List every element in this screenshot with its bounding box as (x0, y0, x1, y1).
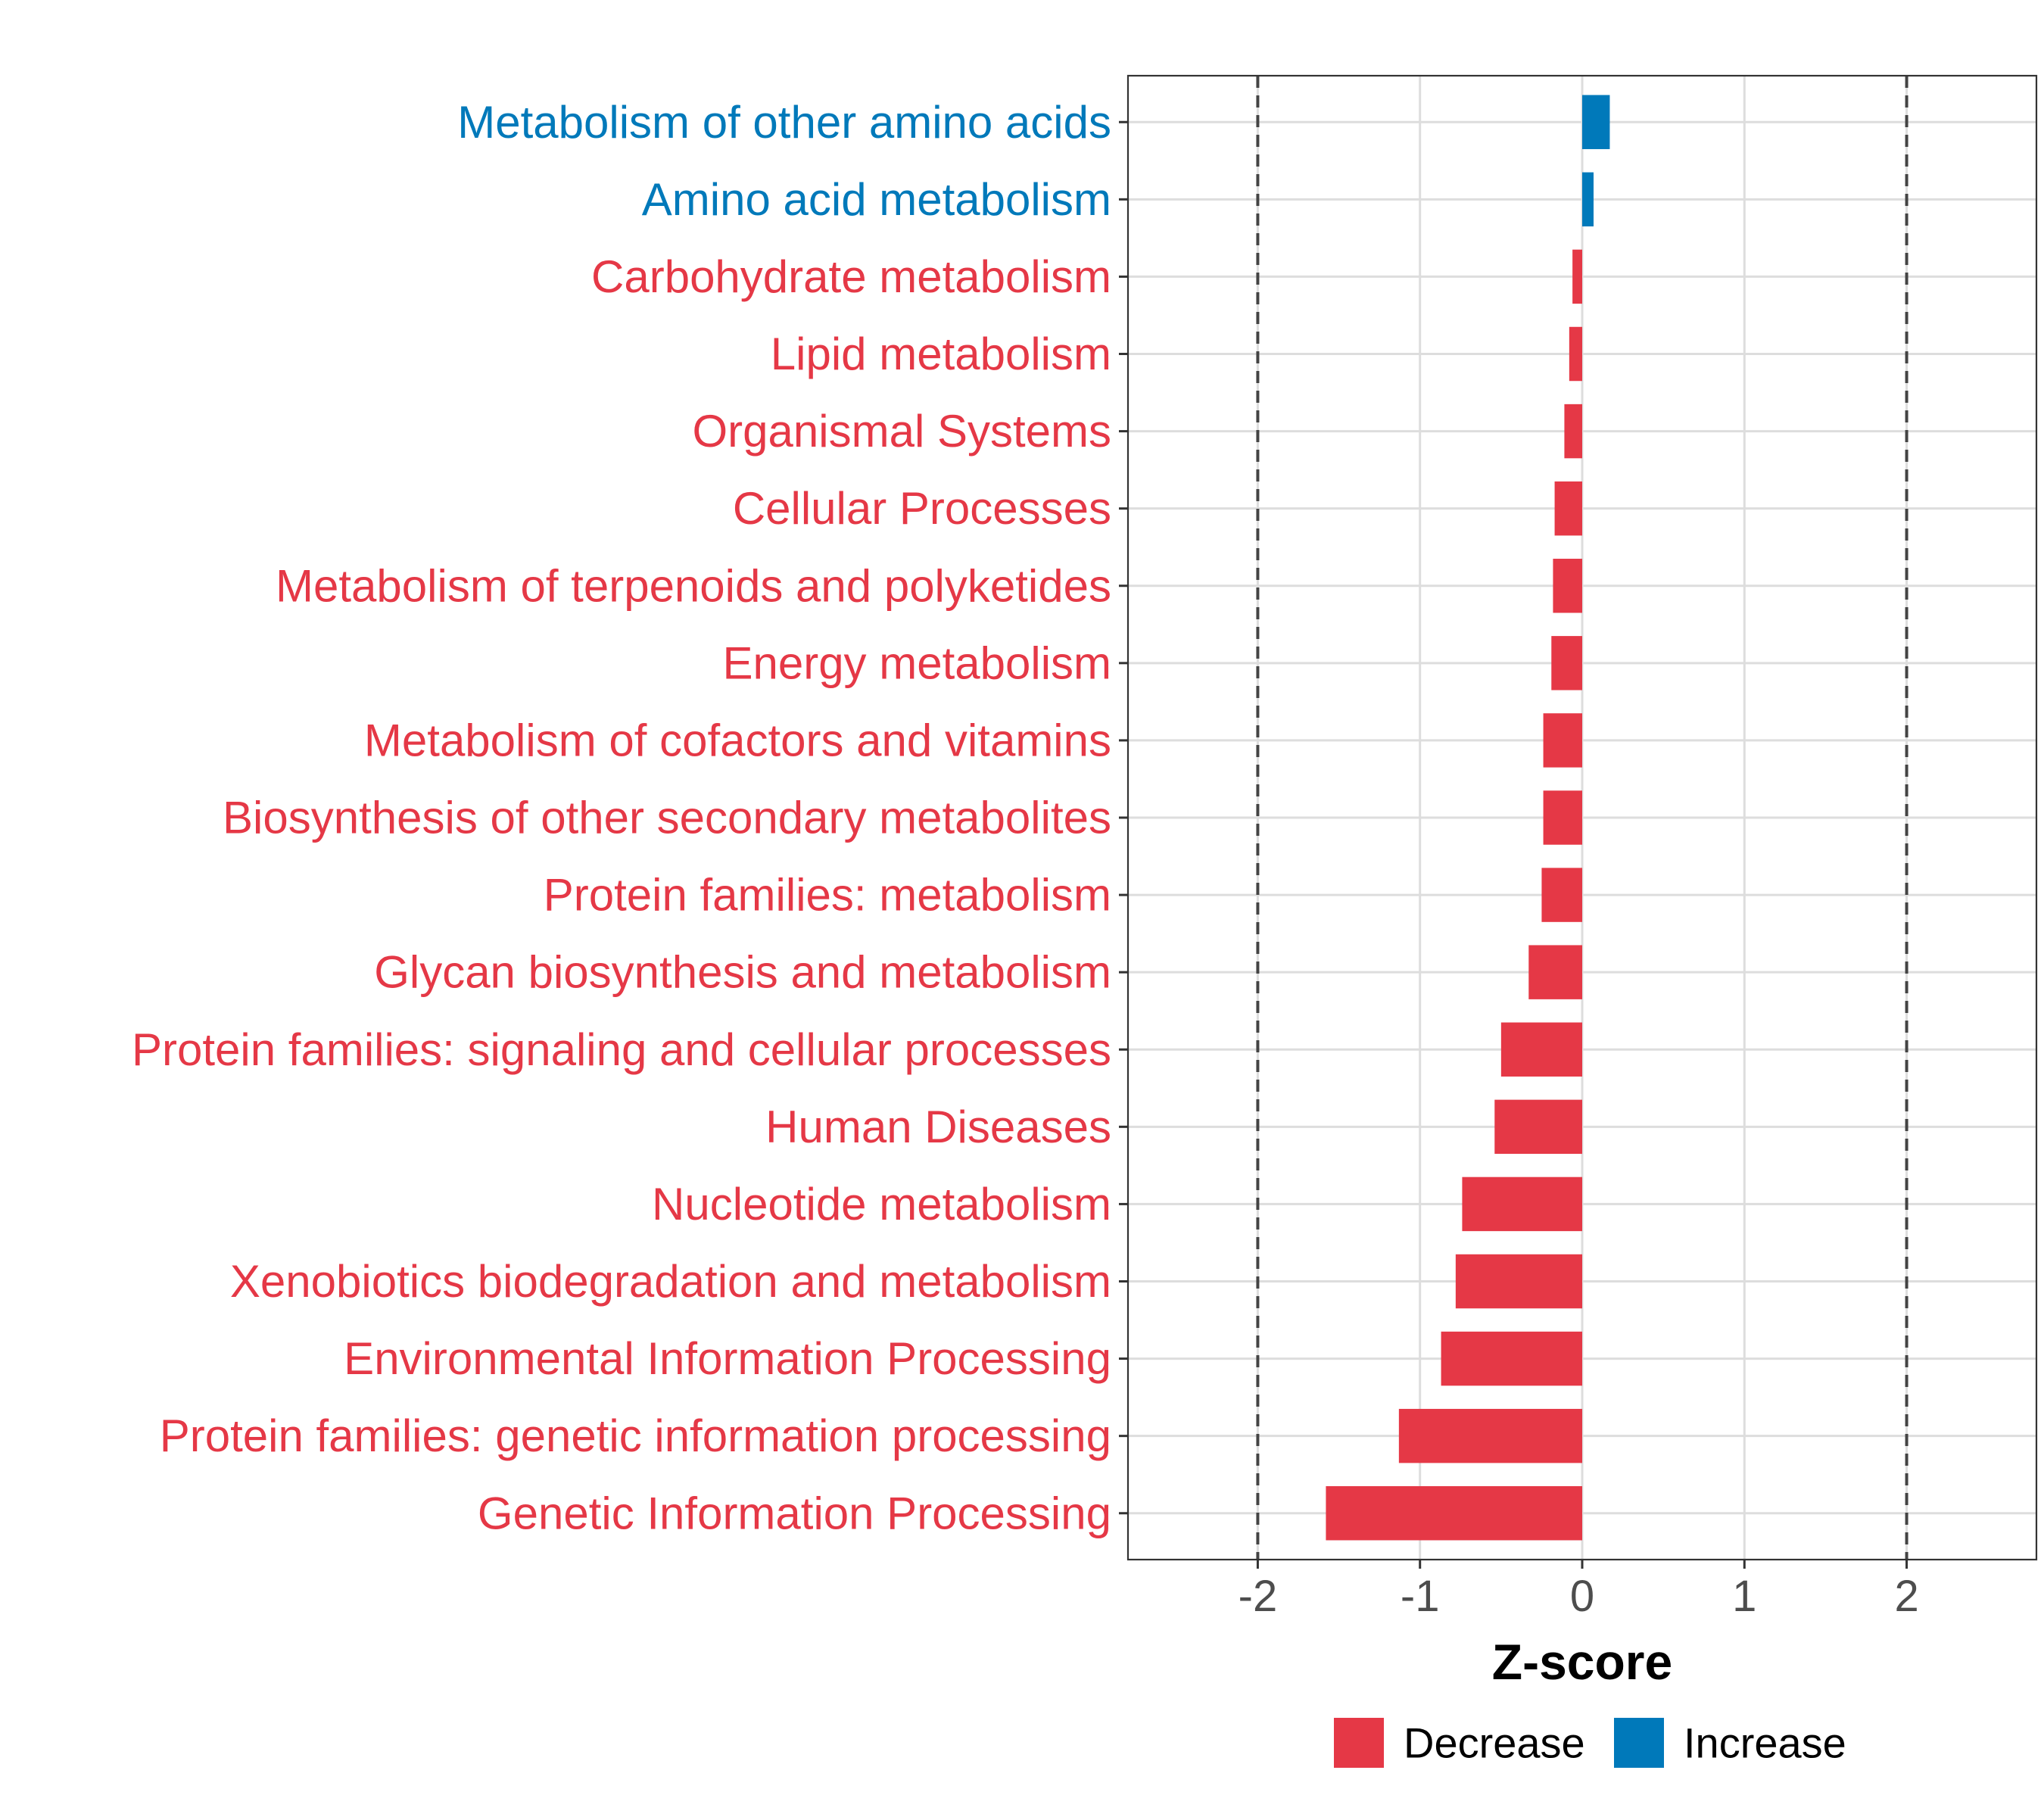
legend-label-decrease: Decrease (1404, 1719, 1585, 1767)
bar-16 (1441, 1331, 1582, 1386)
bar-12 (1500, 1022, 1582, 1077)
x-tick-label-0: -2 (1239, 1572, 1278, 1621)
x-axis-title: Z-score (1492, 1634, 1672, 1690)
bar-7 (1551, 636, 1582, 690)
y-tick-label-0: Metabolism of other amino acids (457, 97, 1111, 148)
legend-key-increase (1614, 1718, 1664, 1768)
bar-4 (1564, 404, 1582, 459)
y-tick-label-18: Genetic Information Processing (478, 1488, 1111, 1538)
y-axis-labels: Metabolism of other amino acids Amino aci… (132, 97, 1111, 1539)
bar-0 (1582, 95, 1610, 149)
y-tick-label-2: Carbohydrate metabolism (591, 251, 1111, 302)
bar-14 (1462, 1177, 1582, 1232)
bar-2 (1572, 249, 1582, 304)
y-tick-label-8: Metabolism of cofactors and vitamins (364, 715, 1111, 765)
reference-lines (1256, 76, 1908, 1560)
bar-13 (1494, 1099, 1582, 1155)
legend-label-increase: Increase (1684, 1719, 1846, 1767)
y-tick-label-10: Protein families: metabolism (544, 870, 1111, 921)
x-axis-tick-labels: -2 -1 0 1 2 (1239, 1572, 1919, 1621)
y-tick-label-12: Protein families: signaling and cellular… (132, 1024, 1111, 1075)
bar-5 (1554, 481, 1582, 536)
y-axis-ticks (1119, 120, 1128, 1515)
bar-9 (1543, 790, 1582, 845)
x-tick-label-4: 2 (1894, 1572, 1918, 1621)
legend: Decrease Increase (1334, 1718, 1846, 1768)
bar-18 (1326, 1486, 1582, 1541)
bar-8 (1543, 713, 1582, 768)
y-tick-label-14: Nucleotide metabolism (652, 1179, 1111, 1230)
bar-3 (1569, 326, 1582, 382)
bar-15 (1455, 1254, 1582, 1309)
x-tick-label-3: 1 (1732, 1572, 1756, 1621)
bars (1326, 95, 1610, 1541)
y-tick-label-16: Environmental Information Processing (344, 1333, 1111, 1384)
bar-1 (1582, 172, 1594, 227)
y-tick-label-13: Human Diseases (765, 1102, 1111, 1152)
legend-key-decrease (1334, 1718, 1384, 1768)
y-tick-label-15: Xenobiotics biodegradation and metabolis… (230, 1256, 1111, 1307)
bar-6 (1553, 559, 1582, 613)
y-tick-label-1: Amino acid metabolism (642, 174, 1111, 225)
x-tick-label-2: 0 (1570, 1572, 1594, 1621)
y-tick-label-6: Metabolism of terpenoids and polyketides (276, 560, 1111, 611)
y-tick-label-9: Biosynthesis of other secondary metaboli… (223, 793, 1111, 843)
y-tick-label-17: Protein families: genetic information pr… (160, 1410, 1111, 1461)
x-tick-label-1: -1 (1401, 1572, 1440, 1621)
bar-11 (1528, 945, 1582, 999)
y-tick-label-7: Energy metabolism (722, 637, 1111, 688)
x-axis-ticks (1256, 1560, 1908, 1569)
bar-17 (1398, 1408, 1582, 1463)
y-tick-label-4: Organismal Systems (693, 406, 1111, 457)
y-tick-label-3: Lipid metabolism (771, 329, 1111, 379)
y-tick-label-11: Glycan biosynthesis and metabolism (374, 947, 1111, 998)
bar-10 (1541, 868, 1582, 922)
y-tick-label-5: Cellular Processes (733, 483, 1111, 534)
